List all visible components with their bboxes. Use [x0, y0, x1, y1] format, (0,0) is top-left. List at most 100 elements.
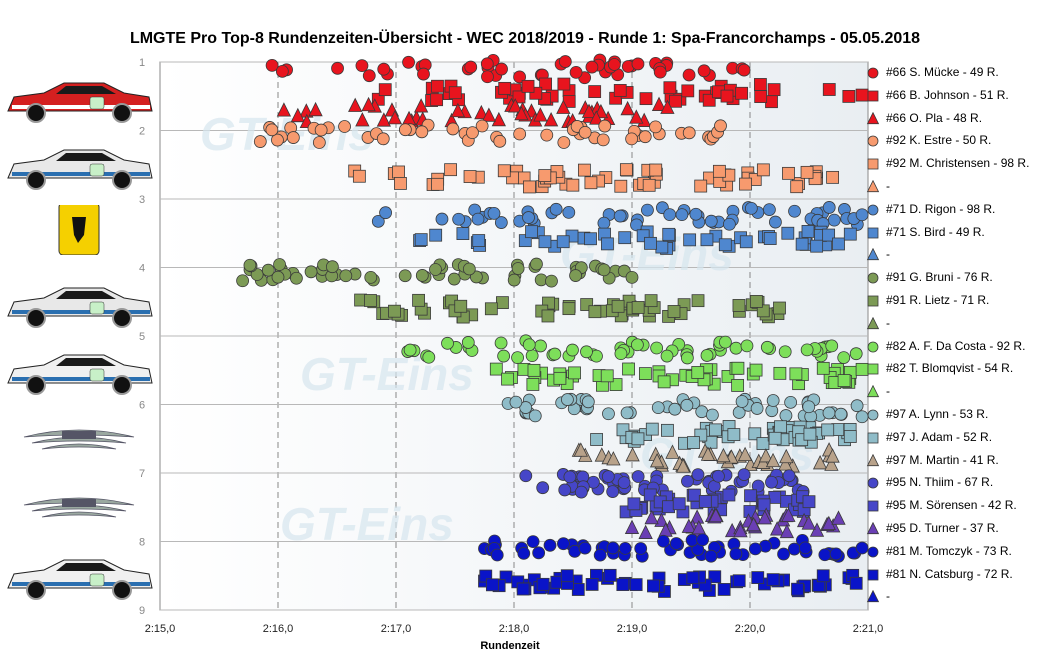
data-point — [769, 215, 782, 229]
data-point — [558, 483, 572, 497]
legend-marker-square-icon — [867, 158, 879, 170]
data-point — [756, 304, 770, 318]
data-point — [757, 510, 772, 525]
legend-marker — [867, 272, 879, 284]
legend-marker — [866, 111, 880, 124]
legend-entry: #82 T. Blomqvist - 54 R. — [866, 358, 1050, 381]
data-point — [803, 427, 817, 441]
data-point — [491, 111, 506, 127]
data-point — [447, 272, 461, 286]
data-point — [750, 402, 764, 415]
data-point — [829, 547, 843, 561]
series-points — [253, 118, 727, 149]
data-point — [816, 361, 830, 375]
data-point — [553, 371, 567, 385]
data-point — [667, 305, 681, 318]
data-point — [812, 455, 828, 470]
data-point — [516, 582, 530, 596]
data-point — [751, 479, 765, 493]
data-point — [472, 234, 486, 247]
wheel-icon — [112, 103, 132, 123]
data-point — [749, 295, 763, 308]
car-window-icon — [56, 358, 116, 366]
data-point — [557, 537, 570, 551]
aston-martin-badge-icon — [62, 431, 96, 439]
data-point — [758, 448, 774, 463]
data-point — [718, 335, 732, 349]
data-point — [779, 523, 795, 539]
data-point — [675, 208, 689, 222]
data-point — [639, 92, 653, 106]
data-point — [314, 123, 328, 137]
data-point — [364, 294, 377, 307]
legend-marker — [866, 521, 880, 535]
data-point — [616, 578, 630, 591]
data-point — [638, 524, 653, 539]
data-point — [493, 134, 507, 148]
legend-marker-square-icon — [867, 363, 879, 375]
data-point — [394, 177, 407, 190]
data-point — [661, 423, 674, 437]
y-tick-label: 7 — [139, 468, 145, 480]
legend-marker-square-icon — [867, 432, 879, 444]
legend-entry: #81 M. Tomczyk - 73 R. — [866, 541, 1050, 564]
data-point — [355, 112, 370, 127]
car-body-icon — [7, 287, 153, 317]
legend-marker — [867, 477, 879, 489]
data-point — [751, 571, 765, 584]
x-tick-label: 2:20,0 — [735, 623, 766, 635]
data-point — [398, 269, 412, 283]
data-point — [778, 456, 793, 471]
x-tick-label: 2:18,0 — [499, 623, 530, 635]
data-point — [620, 406, 634, 420]
data-point — [429, 263, 442, 276]
data-point — [825, 448, 840, 463]
data-point — [545, 274, 558, 288]
data-point — [651, 96, 667, 111]
data-points — [236, 53, 869, 598]
legend-label: #66 B. Johnson - 51 R. — [886, 87, 1009, 102]
data-point — [448, 86, 462, 100]
data-point — [821, 515, 836, 531]
data-point — [265, 123, 279, 137]
data-point — [376, 112, 392, 127]
data-point — [748, 542, 762, 556]
data-point — [735, 395, 749, 408]
data-point — [481, 70, 494, 84]
data-point — [795, 237, 809, 251]
data-point — [588, 85, 602, 98]
data-point — [756, 437, 770, 450]
data-point — [422, 350, 436, 364]
x-tick-label: 2:19,0 — [617, 623, 648, 635]
data-point — [691, 520, 706, 535]
legend-marker — [867, 158, 879, 170]
data-point — [573, 442, 588, 457]
legend-entry: #91 R. Lietz - 71 R. — [866, 290, 1050, 313]
data-point — [560, 569, 574, 583]
data-point — [831, 510, 846, 525]
car-window-icon — [56, 291, 116, 299]
legend-label: #66 O. Pla - 48 R. — [886, 110, 983, 125]
data-point — [782, 166, 795, 180]
data-point — [622, 362, 635, 376]
data-point — [487, 206, 501, 220]
data-point — [461, 336, 475, 349]
data-point — [834, 407, 848, 421]
data-point — [597, 216, 611, 230]
data-point — [539, 77, 552, 91]
data-point — [538, 235, 552, 249]
data-point — [683, 233, 697, 247]
data-point — [606, 541, 620, 555]
data-point — [802, 495, 816, 509]
car-body-icon — [7, 149, 153, 179]
x-tick-label: 2:21,0 — [853, 623, 884, 635]
legend-label: #95 D. Turner - 37 R. — [886, 520, 999, 535]
data-point — [688, 488, 701, 502]
data-point — [680, 351, 694, 365]
data-point — [729, 547, 743, 561]
data-point — [739, 235, 753, 249]
data-point — [589, 110, 604, 125]
car-number-plate-icon — [89, 96, 105, 110]
legend-entry: #82 A. F. Da Costa - 92 R. — [866, 336, 1050, 359]
data-point — [379, 206, 392, 220]
